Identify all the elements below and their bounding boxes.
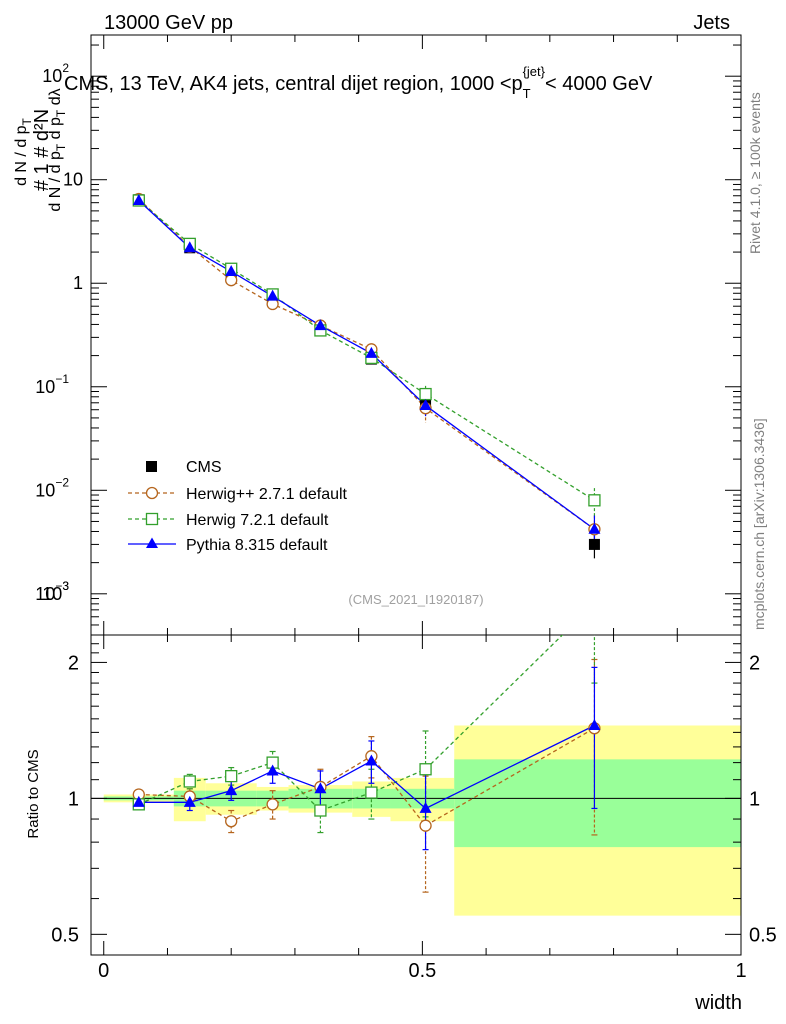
mcplots-label: mcplots.cern.ch [arXiv:1306.3436] <box>751 418 767 630</box>
title-subscript: T <box>523 86 531 101</box>
herwig7-point <box>588 494 601 507</box>
title-superscript: {jet} <box>523 64 546 79</box>
ratio-herwig7-point <box>225 769 238 783</box>
x-tick-label: 0 <box>98 960 109 982</box>
ratio-line-2 <box>138 724 595 810</box>
ratio-line-1 <box>138 635 564 812</box>
legend-marker-herwigpp <box>145 486 159 500</box>
ratio-pythia-point <box>314 782 327 794</box>
svg-text:d N / d pT d pT dλ: d N / d pT d pT dλ <box>47 88 68 211</box>
ratio-pythia-point <box>225 784 238 796</box>
legend-marker-pythia <box>146 537 158 548</box>
main-series-lines <box>138 198 595 530</box>
ratio-y-tick-label-right: 0.5 <box>749 924 777 946</box>
main-y-tick-label: 10−1 <box>35 372 69 397</box>
main-y-tick-label: 10 <box>63 170 83 190</box>
ratio-herwigpp-point <box>266 798 279 811</box>
main-y-tick-label: 1 <box>73 273 83 293</box>
ratio-pythia-point <box>588 718 601 730</box>
ratio-pythia-point <box>132 795 145 807</box>
ratio-frame <box>90 634 742 956</box>
ratio-markers <box>132 718 601 832</box>
legend-marker-herwig7 <box>145 512 159 526</box>
ratio-axes: 0.5 0.51 12 20 0.5 1 <box>51 634 777 982</box>
svg-text:d N / d pT: d N / d pT <box>13 117 34 185</box>
legend-label-herwigpp: Herwig++ 2.7.1 default <box>186 486 348 503</box>
main-y-axis-label: # 1 # d²N d N / d pT d N / d pT d pT dλ <box>13 88 68 211</box>
ratio-y-tick-label-right: 2 <box>749 652 760 674</box>
pythia-point <box>225 264 238 276</box>
ratio-pythia-point <box>419 801 432 813</box>
herwig7-point <box>419 387 432 401</box>
ratio-y-tick-label-left: 0.5 <box>51 924 79 946</box>
ratio-y-axis-label: Ratio to CMS <box>25 749 42 838</box>
legend-label-cms: CMS <box>186 459 222 476</box>
analysis-id: (CMS_2021_I1920187) <box>348 592 483 607</box>
legend-label-herwig7: Herwig 7.2.1 default <box>186 512 329 529</box>
chart-title: CMS, 13 TeV, AK4 jets, central dijet reg… <box>64 64 653 101</box>
pythia-point <box>266 289 279 301</box>
pythia-point <box>314 319 327 331</box>
ratio-y-tick-label-left: 2 <box>68 652 79 674</box>
ratio-herwig7-point <box>314 804 327 817</box>
ratio-pythia-point <box>365 754 378 766</box>
ratio-pythia-point <box>266 764 279 776</box>
category-label: Jets <box>693 12 730 34</box>
ratio-herwigpp-point <box>225 815 238 828</box>
stat-uncertainty-band <box>454 759 741 848</box>
legend-label-pythia: Pythia 8.315 default <box>186 537 328 554</box>
svg-text:# 1 # d²N: # 1 # d²N <box>31 109 53 191</box>
energy-label: 13000 GeV pp <box>104 12 233 34</box>
main-y-tick-label: 10−3 <box>35 579 69 604</box>
pythia-point <box>132 193 145 205</box>
main-y-tick-exponent: −1 <box>55 372 69 386</box>
legend-marker-cms <box>146 461 157 472</box>
cms-data-point <box>588 538 600 550</box>
rivet-version-label: Rivet 4.1.0, ≥ 100k events <box>747 92 763 254</box>
ratio-series-lines <box>138 635 595 827</box>
ratio-herwigpp-point <box>419 819 432 832</box>
title-tail: < 4000 GeV <box>545 73 653 95</box>
main-markers <box>132 192 601 550</box>
main-y-tick-exponent: 3 <box>62 579 69 593</box>
pythia-point <box>365 346 378 358</box>
main-line-1 <box>138 199 595 501</box>
main-y-tick-exponent: 2 <box>62 61 69 75</box>
x-tick-label: 0.5 <box>408 960 436 982</box>
main-error-bars <box>138 197 596 559</box>
ratio-herwig7-point <box>183 775 196 788</box>
pythia-point <box>419 398 432 410</box>
ratio-y-tick-label-left: 1 <box>68 788 79 810</box>
ratio-herwig7-point <box>365 786 378 799</box>
x-tick-label: 1 <box>735 960 746 982</box>
pythia-point <box>183 241 196 253</box>
pythia-point <box>588 522 601 534</box>
main-y-tick-label: 10−2 <box>35 475 69 500</box>
legend: CMS Herwig++ 2.7.1 default Herwig 7.2.1 … <box>128 459 348 554</box>
main-line-2 <box>138 200 595 530</box>
main-y-tick-exponent: −3 <box>55 579 69 593</box>
ratio-y-tick-label-right: 1 <box>749 788 760 810</box>
ratio-pythia-point <box>183 795 196 807</box>
herwigpp-point <box>225 274 238 287</box>
main-y-tick-exponent: −2 <box>55 475 69 489</box>
ratio-herwig7-point <box>419 763 432 776</box>
x-axis-label: width <box>694 992 742 1014</box>
